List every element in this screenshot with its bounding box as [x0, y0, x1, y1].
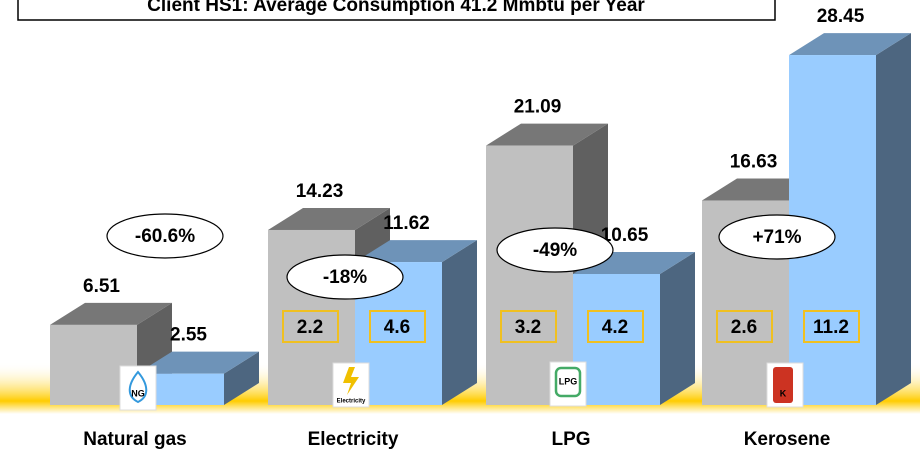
icon-label: LPG: [559, 376, 578, 386]
box-label: 11.2: [813, 317, 849, 338]
value-label: 14.23: [296, 181, 344, 202]
box-label: 2.2: [297, 317, 323, 338]
title-box: [17, 0, 776, 21]
x-tick-label: Natural gas: [83, 429, 186, 450]
change-oval: [496, 227, 614, 273]
value-label: 2.55: [170, 325, 207, 346]
icon-flame: [128, 370, 148, 404]
value-label: 21.09: [514, 97, 562, 118]
bar-top: [355, 240, 477, 263]
box-label: 3.2: [515, 317, 541, 338]
box-label: 2.6: [731, 317, 757, 338]
x-tick-label: Kerosene: [744, 429, 831, 450]
value-label: 16.63: [730, 151, 778, 172]
change-oval: [718, 214, 836, 260]
bar-top: [50, 302, 172, 325]
bar-top: [137, 351, 259, 374]
change-label: -49%: [533, 240, 577, 261]
icon-tank: [554, 366, 582, 398]
icon-pump: [773, 367, 793, 403]
bar-top: [268, 207, 390, 230]
bar-side: [224, 351, 259, 405]
box: [716, 310, 773, 343]
bar-side: [876, 33, 911, 405]
change-oval: [106, 213, 224, 259]
x-tick-label: Electricity: [308, 429, 399, 450]
box: [369, 310, 426, 343]
change-label: -60.6%: [135, 226, 195, 247]
icon-label: NG: [131, 388, 145, 398]
change-label: +71%: [752, 227, 801, 248]
bar-side: [442, 240, 477, 405]
x-tick-label: LPG: [551, 429, 590, 450]
change-label: -18%: [323, 267, 367, 288]
box: [282, 310, 339, 343]
icon-bolt: [343, 367, 359, 395]
bar-top: [486, 123, 608, 146]
change-oval: [286, 254, 404, 300]
box: [587, 310, 644, 343]
value-label: 28.45: [817, 6, 865, 27]
box: [803, 310, 860, 343]
value-label: 10.65: [601, 225, 649, 246]
box: [500, 310, 557, 343]
box-label: 4.6: [384, 317, 410, 338]
icon-label: K: [780, 388, 787, 398]
bar-top: [789, 33, 911, 56]
value-label: 6.51: [83, 276, 120, 297]
chart-title: Client HS1: Average Consumption 41.2 Mmb…: [147, 0, 645, 16]
icon-label: Electricity: [337, 399, 366, 405]
bar-side: [660, 252, 695, 405]
box-label: 4.2: [602, 317, 628, 338]
value-label: 11.62: [383, 213, 430, 234]
bar: [573, 252, 695, 405]
